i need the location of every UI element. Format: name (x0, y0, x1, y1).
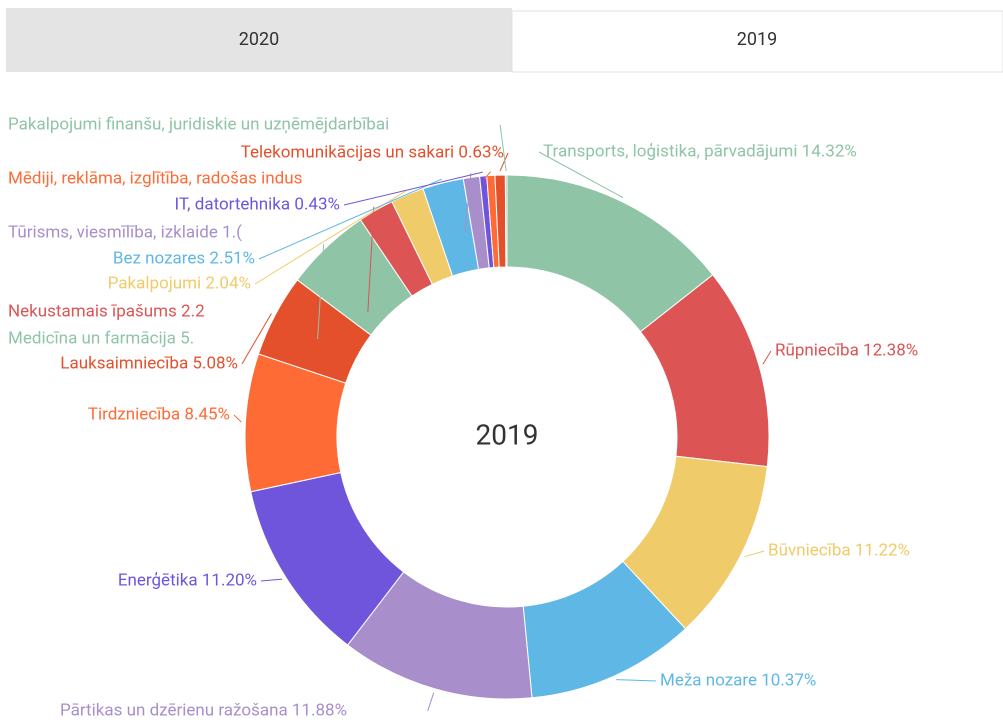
leader-line (260, 578, 283, 582)
center-title: 2019 (476, 418, 539, 451)
slice-label: Tūrisms, viesmīlība, izklaide 1.( (8, 222, 242, 242)
leader-line (762, 350, 772, 365)
leader-line (464, 173, 472, 234)
slice-label: Telekomunikācijas un sakari 0.63% (241, 142, 504, 162)
slice-label: Būvniecība 11.22% (768, 540, 910, 560)
leader-line (538, 151, 624, 199)
slice-label: Pārtikas un dzērienu ražošana 11.88% (60, 700, 347, 720)
leader-line (258, 178, 443, 260)
leader-line (233, 414, 242, 423)
slice-label: Tirdzniecība 8.45% (88, 404, 230, 424)
slice (504, 174, 508, 268)
slice-label: Nekustamais īpašums 2.2 (8, 301, 205, 321)
slice-label: Lauksaimniecība 5.08% (60, 353, 238, 373)
tab-2019[interactable] (511, 10, 1003, 73)
slice-label: Transports, loģistika, pārvadājumi 14.32… (543, 141, 857, 161)
leader-line (254, 190, 407, 285)
slice-label: Enerģētika 11.20% (118, 570, 257, 590)
leader-line (499, 124, 507, 172)
slice-label: Pakalpojumi finanšu, juridiskie un uzņēm… (8, 114, 389, 134)
slice-label: Bez nozares 2.51% (113, 248, 255, 268)
slice-label: Mēdiji, reklāma, izglītība, radošas indu… (8, 168, 302, 188)
leader-line (616, 679, 657, 682)
leader-line (241, 313, 272, 365)
leader-line (484, 171, 491, 180)
slice-label: Pakalpojumi 2.04% (108, 273, 251, 293)
slice-label: Medicīna un farmācija 5. (8, 328, 194, 348)
leader-line (744, 550, 765, 558)
slice-label: Rūpniecība 12.38% (775, 340, 918, 360)
leader-line (499, 152, 509, 172)
leader-line (367, 206, 375, 313)
tab-label[interactable]: 2019 (737, 29, 777, 50)
slice-label: IT, datortehnika 0.43% (174, 194, 340, 214)
leader-line (343, 171, 483, 206)
slice-label: Meža nozare 10.37% (660, 670, 816, 690)
tab-label[interactable]: 2020 (239, 29, 279, 50)
leader-line (427, 692, 435, 712)
tab-2020[interactable] (6, 8, 512, 72)
leader-line (317, 244, 325, 340)
